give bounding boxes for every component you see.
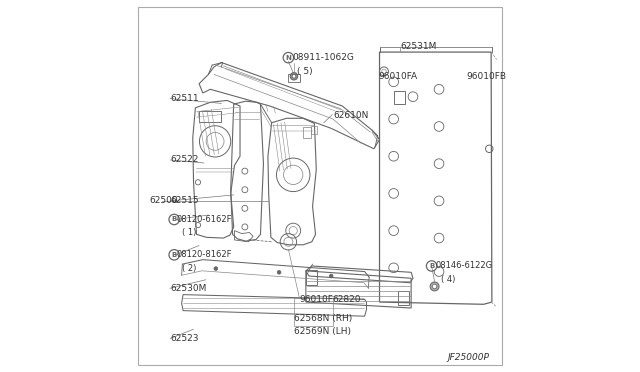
Text: 62569N (LH): 62569N (LH) [294,327,351,336]
Circle shape [292,74,296,78]
Text: ( 2): ( 2) [182,264,196,273]
Text: JF25000P: JF25000P [447,353,489,362]
Circle shape [291,73,298,80]
Circle shape [433,284,437,289]
Text: 08120-6162F: 08120-6162F [177,215,232,224]
Circle shape [214,267,218,270]
Text: 62610N: 62610N [333,111,369,120]
Circle shape [330,274,333,278]
Text: 62522: 62522 [170,155,199,164]
Text: 96010FB: 96010FB [466,72,506,81]
Bar [289,74,300,82]
Text: 62515: 62515 [170,196,199,205]
Text: 96010F: 96010F [300,295,333,304]
Text: 62523: 62523 [170,334,199,343]
Text: 62820: 62820 [332,295,361,304]
Text: B: B [172,217,177,222]
Bar [294,298,333,326]
Bar [398,291,410,305]
Circle shape [426,261,437,271]
Text: 62530M: 62530M [170,284,207,293]
Bar [303,127,312,138]
Text: 08120-8162F: 08120-8162F [177,250,232,259]
Text: ( 1): ( 1) [182,228,196,237]
Text: 08911-1062G: 08911-1062G [292,53,354,62]
Circle shape [277,270,281,274]
Circle shape [283,52,294,63]
Text: B: B [172,252,177,258]
Text: 62568N (RH): 62568N (RH) [294,314,352,323]
Text: 62511: 62511 [170,94,199,103]
Bar [394,91,405,104]
Text: 08146-6122G: 08146-6122G [435,262,492,270]
Bar [310,126,317,134]
Text: ( 5): ( 5) [297,67,312,76]
Circle shape [169,250,179,260]
Text: N: N [285,55,291,61]
Text: 96010FA: 96010FA [379,72,418,81]
Bar [306,270,317,285]
Text: ( 4): ( 4) [441,275,455,284]
Text: 62500: 62500 [149,196,177,205]
Text: B: B [429,263,434,269]
Bar [199,111,221,122]
Text: 62531M: 62531M [400,42,436,51]
Circle shape [169,214,179,225]
Circle shape [430,282,439,291]
